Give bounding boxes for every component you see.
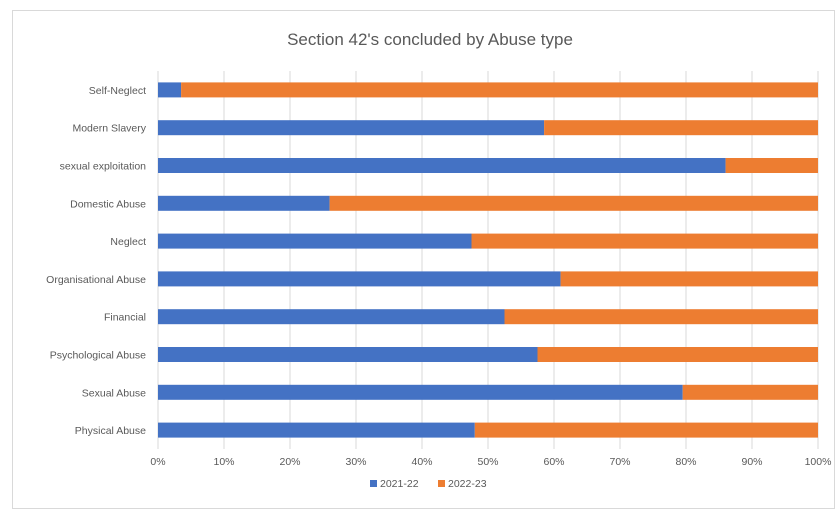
bar-segment: [471, 233, 818, 249]
bar-segment: [181, 82, 819, 98]
bar-segment: [158, 120, 545, 136]
x-tick-label: 80%: [675, 456, 696, 468]
legend-swatch: [370, 480, 377, 487]
category-label: Organisational Abuse: [46, 274, 146, 286]
bar-segment: [158, 347, 538, 362]
bar-segment: [158, 195, 330, 211]
bar-segment: [158, 82, 182, 98]
legend-label: 2021-22: [380, 478, 419, 490]
x-tick-label: 50%: [477, 456, 498, 468]
x-tick-label: 10%: [213, 456, 234, 468]
category-label: Sexual Abuse: [82, 387, 146, 399]
bar-segment: [158, 384, 683, 400]
category-label: Physical Abuse: [75, 425, 146, 437]
category-label: Modern Slavery: [72, 123, 146, 135]
x-tick-label: 40%: [411, 456, 432, 468]
category-label: sexual exploitation: [60, 161, 147, 173]
legend-swatch: [438, 480, 445, 487]
category-label: Self-Neglect: [89, 85, 146, 97]
x-tick-label: 70%: [609, 456, 630, 468]
category-label: Financial: [104, 312, 146, 324]
legend-label: 2022-23: [448, 478, 487, 490]
bar-segment: [158, 422, 475, 438]
bar-segment: [682, 384, 818, 400]
category-label: Psychological Abuse: [50, 350, 146, 362]
chart-title: Section 42's concluded by Abuse type: [287, 30, 573, 49]
bar-segment: [537, 347, 818, 362]
legend: 2021-22 2022-23: [370, 478, 487, 490]
x-tick-label: 20%: [279, 456, 300, 468]
bar-segment: [544, 120, 818, 136]
category-labels: Self-Neglect Modern Slavery sexual exploit…: [46, 85, 147, 437]
bars: [158, 82, 819, 438]
category-label: Neglect: [110, 236, 146, 248]
bar-segment: [725, 158, 818, 173]
x-tick-labels: 0% 10% 20% 30% 40% 50% 60% 70% 80% 90% 100%: [150, 456, 831, 468]
x-tick-label: 0%: [150, 456, 165, 468]
bar-segment: [158, 309, 505, 325]
bar-segment: [329, 195, 818, 211]
bar-segment: [158, 158, 726, 173]
bar-segment: [560, 271, 818, 287]
category-label: Domestic Abuse: [70, 198, 146, 210]
bar-segment: [158, 271, 561, 287]
bar-segment: [474, 422, 818, 438]
x-tick-label: 90%: [741, 456, 762, 468]
x-tick-label: 100%: [805, 456, 832, 468]
bar-segment: [504, 309, 818, 325]
x-tick-label: 60%: [543, 456, 564, 468]
bar-segment: [158, 233, 472, 249]
x-tick-label: 30%: [345, 456, 366, 468]
